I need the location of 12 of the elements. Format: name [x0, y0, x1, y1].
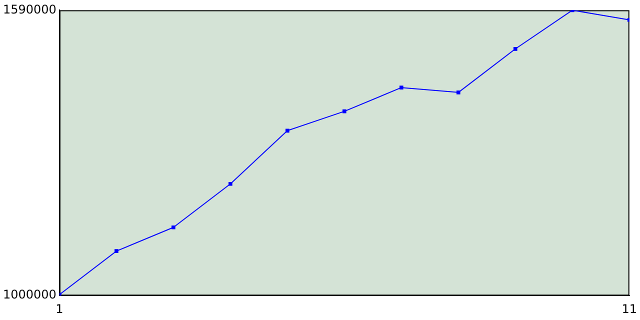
point: [399, 86, 404, 90]
point: [228, 182, 232, 186]
point: [456, 90, 460, 94]
x-tick-label: 1: [56, 302, 64, 316]
point: [172, 225, 176, 230]
x-tick-label: 11: [622, 302, 638, 316]
point: [513, 46, 518, 51]
point: [114, 249, 118, 254]
point: [342, 109, 346, 114]
point: [286, 128, 290, 133]
y-tick-label: 1590000: [2, 2, 56, 16]
y-tick-label: 1000000: [2, 288, 56, 302]
